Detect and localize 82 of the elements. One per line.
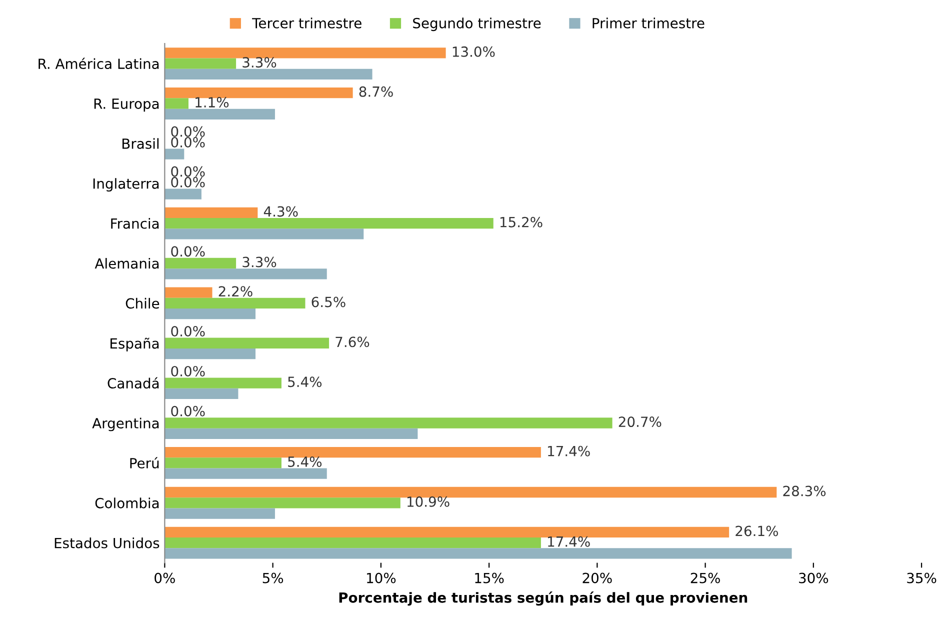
bar — [164, 207, 258, 218]
data-label: 15.2% — [500, 216, 542, 228]
bar — [164, 458, 282, 468]
legend-label: Segundo trimestre — [413, 18, 541, 32]
bar — [164, 58, 236, 69]
bar — [164, 68, 372, 80]
data-label: 1.1% — [196, 97, 229, 108]
bar — [164, 148, 184, 160]
bar — [164, 308, 256, 320]
data-label: 0.0% — [171, 326, 205, 337]
y-tick-label: Chile — [126, 298, 160, 309]
data-label: 26.1% — [736, 526, 778, 536]
bar — [164, 548, 792, 559]
x-tick-label: 30% — [799, 572, 828, 584]
data-label: 0.0% — [171, 406, 205, 416]
data-label: 8.7% — [359, 86, 393, 97]
x-tick-label: 0% — [154, 572, 175, 584]
data-label: 2.2% — [218, 286, 252, 297]
data-label: 17.4% — [548, 536, 590, 547]
data-label: 3.3% — [242, 57, 276, 68]
x-tick-label: 20% — [582, 572, 612, 584]
x-tick-label: 35% — [907, 572, 936, 584]
bar — [164, 508, 275, 519]
legend-label: Tercer trimestre — [252, 18, 362, 28]
bar — [164, 468, 327, 479]
bar — [164, 108, 275, 120]
bar — [164, 258, 236, 269]
bar — [164, 446, 541, 458]
bar — [164, 388, 238, 400]
bar — [164, 348, 256, 360]
y-tick-label: Colombia — [95, 498, 159, 508]
data-label: 7.6% — [336, 336, 370, 348]
x-axis-title: Porcentaje de turistas según país del que provienen — [339, 592, 748, 606]
data-label: 10.9% — [407, 496, 450, 507]
data-label: 3.3% — [242, 256, 276, 268]
x-tick-label: 25% — [690, 572, 720, 584]
bar — [164, 98, 188, 109]
legend-label: Primer trimestre — [592, 18, 704, 28]
bar — [164, 218, 494, 229]
data-label: 20.7% — [618, 416, 662, 428]
bar — [164, 418, 612, 428]
data-label: 0.0% — [171, 366, 205, 376]
bar — [164, 228, 364, 240]
data-label: 5.4% — [288, 456, 322, 467]
data-label: 0.0% — [171, 126, 205, 137]
bar — [164, 268, 327, 280]
y-tick-label: Francia — [111, 218, 159, 229]
data-label: 17.4% — [548, 446, 590, 456]
data-label: 6.5% — [312, 296, 346, 308]
data-label: 0.0% — [171, 246, 205, 257]
bar — [164, 378, 282, 388]
x-tick-label: 15% — [475, 572, 504, 584]
bar — [164, 338, 330, 348]
data-label: 28.3% — [783, 486, 826, 496]
bar — [164, 48, 446, 58]
data-label: 0.0% — [171, 136, 205, 148]
data-label: 0.0% — [171, 166, 205, 177]
y-tick-label: Estados Unidos — [54, 538, 160, 548]
y-tick-label: R. América Latina — [38, 58, 159, 70]
y-tick-label: Brasil — [122, 138, 159, 149]
y-tick-label: Argentina — [92, 418, 159, 432]
x-tick-label: 10% — [367, 572, 396, 584]
y-tick-label: R. Europa — [94, 98, 159, 112]
data-label: 13.0% — [452, 46, 495, 57]
bar — [164, 428, 418, 439]
y-tick-label: Inglaterra — [93, 178, 159, 192]
data-label: 4.3% — [264, 206, 298, 217]
data-label: 0.0% — [171, 176, 205, 188]
bar — [164, 538, 541, 548]
x-tick-label: 5% — [262, 572, 284, 584]
y-tick-label: Alemania — [94, 258, 159, 269]
bar — [164, 287, 212, 298]
bar — [164, 486, 777, 498]
data-label: 5.4% — [288, 376, 322, 388]
y-tick-label: Perú — [130, 457, 159, 468]
bar — [164, 526, 730, 538]
bar — [164, 188, 202, 200]
y-tick-label: Canadá — [108, 377, 159, 389]
y-tick-label: España — [110, 338, 159, 352]
bar — [164, 498, 400, 508]
bar — [164, 298, 306, 309]
bar — [164, 88, 353, 98]
